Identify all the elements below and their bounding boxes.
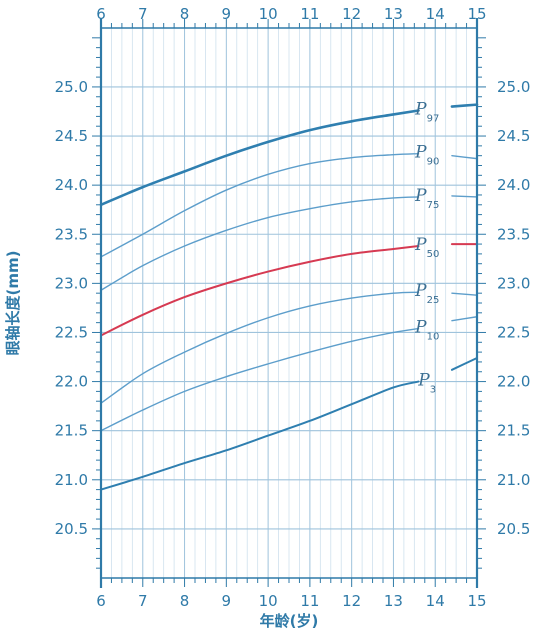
series-tail-p90 [451,154,478,160]
x-tick-label-top: 13 [384,5,403,23]
series-tail-p97 [450,103,479,108]
series-label-p3: P3 [417,371,436,396]
series-label-p10: P10 [414,318,439,343]
series-tail-p3 [450,357,478,371]
y-tick-label-left: 23.5 [55,225,88,243]
x-tick-label-bottom: 10 [259,592,278,610]
y-tick-label-left: 22.5 [55,323,88,341]
series-line-p50 [100,245,420,337]
series-line-p75 [100,196,420,291]
series-tail-p10 [451,316,478,322]
x-tick-label-top: 10 [259,5,278,23]
y-tick-label-left: 25.0 [55,78,88,96]
y-tick-label-left: 21.0 [55,471,88,489]
x-tick-label-top: 7 [138,5,148,23]
y-tick-label-right: 21.5 [497,422,530,440]
x-tick-label-bottom: 14 [426,592,445,610]
x-tick-label-bottom: 7 [138,592,148,610]
y-tick-label-right: 21.0 [497,471,530,489]
series-label-p50: P50 [414,235,439,260]
series-tail-p25 [451,292,478,296]
y-tick-label-left: 23.0 [55,274,88,292]
series-tail-p75 [451,195,478,198]
x-tick-label-top: 9 [222,5,232,23]
series-layer [99,103,479,491]
y-tick-label-right: 24.0 [497,176,530,194]
y-tick-label-left: 21.5 [55,422,88,440]
y-tick-label-left: 24.0 [55,176,88,194]
y-tick-label-right: 23.5 [497,225,530,243]
series-line-p90 [100,153,420,258]
x-tick-label-bottom: 12 [342,592,361,610]
series-label-p75: P75 [414,186,439,211]
series-line-p97 [99,109,420,207]
x-axis-title: 年龄(岁) [260,612,319,630]
y-tick-label-left: 20.5 [55,520,88,538]
x-tick-label-top: 14 [426,5,445,23]
series-line-p10 [100,327,420,432]
series-label-p90: P90 [414,143,439,168]
y-tick-label-right: 23.0 [497,274,530,292]
x-tick-label-top: 15 [467,5,486,23]
x-tick-label-bottom: 11 [300,592,319,610]
y-tick-label-right: 24.5 [497,127,530,145]
minor-grid [111,28,467,578]
x-tick-label-top: 12 [342,5,361,23]
x-tick-label-top: 6 [96,5,106,23]
y-tick-label-left: 22.0 [55,373,88,391]
series-label-p25: P25 [414,281,439,306]
x-tick-label-bottom: 6 [96,592,106,610]
labels-layer: 6 6 7 7 8 8 9 9 10 10 11 11 12 12 13 13 14 14 15 15 20.5 20.5… [55,5,531,610]
y-tick-label-right: 22.5 [497,323,530,341]
series-line-p25 [100,291,420,404]
x-tick-label-bottom: 15 [467,592,486,610]
x-tick-label-top: 11 [300,5,319,23]
series-label-p97: P97 [414,100,439,125]
x-tick-label-top: 8 [180,5,190,23]
x-tick-label-bottom: 9 [222,592,232,610]
series-line-p3 [100,380,420,491]
y-axis-title: 眼轴长度(mm) [4,251,22,356]
x-tick-label-bottom: 13 [384,592,403,610]
y-tick-label-left: 24.5 [55,127,88,145]
x-tick-label-bottom: 8 [180,592,190,610]
y-tick-label-right: 25.0 [497,78,530,96]
y-tick-label-right: 22.0 [497,373,530,391]
y-tick-label-right: 20.5 [497,520,530,538]
axes-layer [92,18,486,588]
